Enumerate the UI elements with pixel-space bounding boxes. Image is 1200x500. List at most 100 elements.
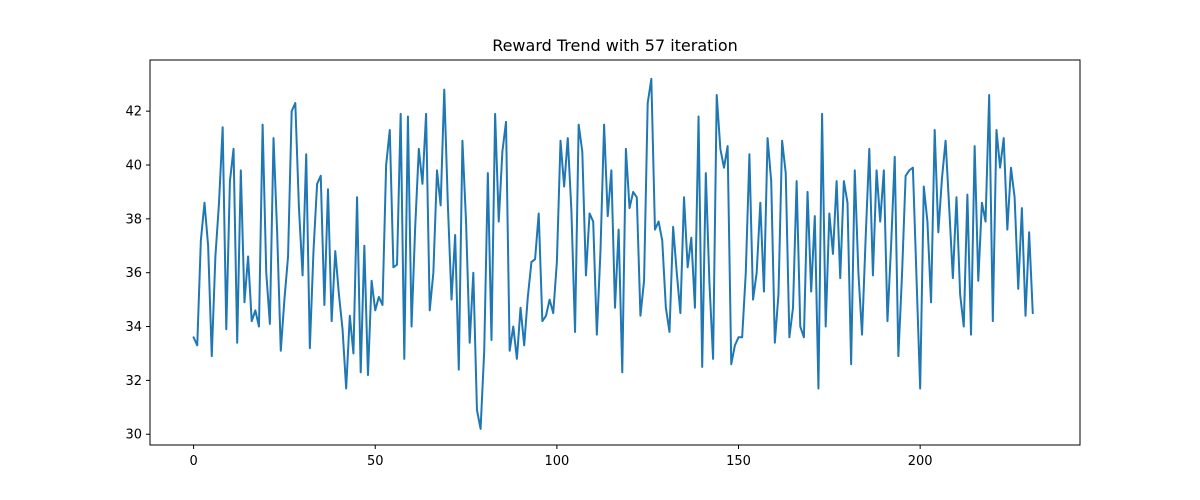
data-point: [777, 293, 780, 295]
data-point: [436, 169, 438, 171]
data-point: [432, 272, 434, 274]
data-point: [447, 204, 449, 206]
data-point: [603, 124, 605, 126]
data-point: [941, 177, 943, 180]
data-point: [545, 315, 547, 317]
data-point: [218, 202, 220, 204]
data-point: [836, 180, 838, 182]
data-point: [839, 277, 841, 279]
data-point: [977, 280, 979, 282]
y-tick-label: 38: [125, 212, 142, 227]
data-point: [192, 336, 195, 338]
data-point: [774, 342, 776, 344]
data-point: [926, 220, 929, 223]
data-point: [585, 274, 587, 276]
data-point: [490, 339, 493, 341]
data-point: [440, 204, 442, 206]
data-point: [229, 180, 231, 182]
x-tick-label: 50: [367, 454, 384, 469]
data-point: [487, 172, 489, 174]
data-point: [814, 215, 816, 217]
data-point: [756, 272, 758, 274]
x-tick-label: 100: [544, 454, 569, 469]
data-point: [690, 237, 692, 239]
data-point: [316, 183, 318, 185]
data-point: [894, 156, 896, 158]
data-point: [676, 272, 678, 274]
data-point: [225, 328, 227, 330]
y-tick-label: 34: [125, 320, 142, 335]
data-point: [607, 215, 609, 217]
data-point: [272, 137, 275, 139]
data-point: [567, 137, 569, 139]
data-point: [890, 245, 892, 247]
data-point: [450, 299, 453, 301]
data-point: [701, 366, 703, 368]
data-point: [727, 145, 729, 147]
data-point: [745, 272, 747, 274]
data-point: [846, 202, 849, 204]
data-point: [334, 250, 336, 252]
y-axis: 30 32 34 36 38 40 42: [125, 105, 150, 443]
data-point: [559, 140, 562, 142]
data-point: [501, 150, 503, 153]
data-point: [905, 175, 907, 177]
data-point: [509, 350, 511, 352]
data-point: [886, 320, 889, 322]
data-point: [407, 115, 409, 118]
data-point: [410, 325, 413, 328]
data-point: [872, 274, 874, 276]
data-point: [1032, 312, 1034, 314]
data-point: [843, 180, 845, 182]
data-point: [908, 169, 910, 171]
data-point: [243, 301, 246, 303]
data-point: [716, 94, 718, 96]
y-tick-label: 32: [125, 374, 142, 389]
data-point: [679, 312, 681, 314]
data-point: [327, 188, 329, 190]
data-point: [222, 126, 224, 128]
data-point: [883, 169, 885, 171]
data-point: [828, 212, 830, 215]
data-point: [1014, 196, 1016, 198]
data-point: [323, 304, 325, 306]
data-point: [552, 312, 554, 314]
data-point: [934, 129, 936, 131]
data-point: [578, 124, 580, 126]
data-point: [806, 191, 809, 193]
data-point: [861, 334, 863, 336]
data-point: [643, 280, 645, 282]
data-point: [788, 336, 790, 338]
data-point: [857, 272, 860, 274]
data-point: [657, 220, 660, 223]
data-point: [636, 196, 638, 198]
data-point: [211, 355, 213, 357]
data-point: [796, 180, 798, 182]
data-point: [766, 137, 769, 139]
data-point: [654, 229, 656, 231]
data-point: [930, 301, 932, 303]
data-point: [955, 196, 958, 198]
data-point: [378, 296, 380, 298]
data-point: [901, 274, 903, 276]
data-point: [294, 102, 296, 104]
data-point: [476, 409, 478, 411]
data-point: [923, 185, 925, 188]
data-point: [683, 196, 685, 198]
data-point: [320, 175, 322, 177]
chart-title: Reward Trend with 57 iteration: [492, 36, 738, 55]
data-point: [534, 258, 536, 260]
data-point: [1021, 207, 1023, 209]
data-point: [519, 307, 522, 309]
data-point: [581, 150, 583, 153]
data-point: [865, 237, 867, 239]
y-tick-label: 30: [125, 428, 142, 443]
data-point: [785, 172, 787, 174]
data-point: [763, 290, 765, 293]
data-point: [610, 169, 612, 171]
data-point: [897, 355, 899, 357]
data-point: [879, 220, 881, 223]
data-point: [614, 307, 616, 309]
data-point: [414, 226, 416, 228]
data-point: [269, 323, 271, 325]
